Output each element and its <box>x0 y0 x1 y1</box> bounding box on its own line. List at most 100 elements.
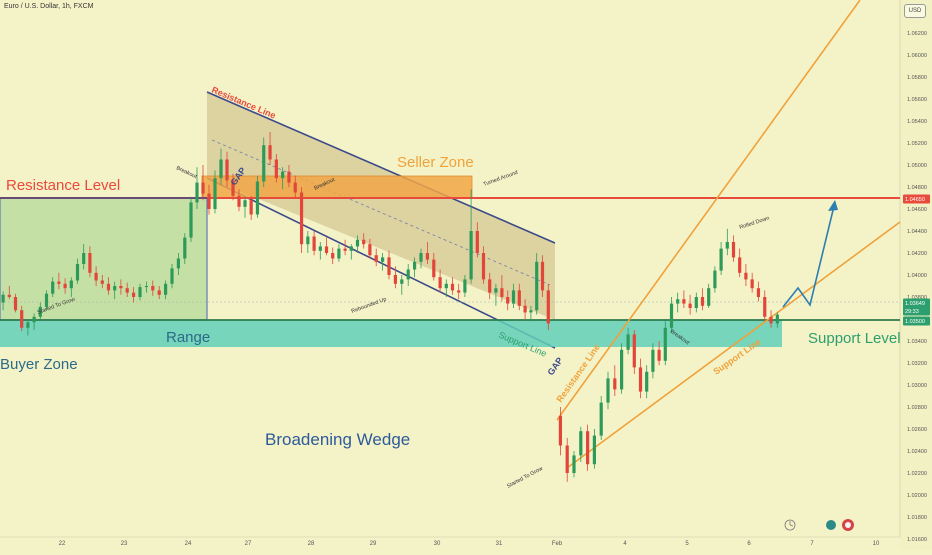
time-tick-2: 24 <box>185 541 192 547</box>
candle-75 <box>469 189 473 284</box>
price-tick-1: 1.06000 <box>907 53 927 59</box>
seller-zone <box>201 175 473 199</box>
candle-18 <box>113 281 117 300</box>
price-tag-3: 1.03500 <box>903 316 930 326</box>
candle-98 <box>620 343 624 394</box>
candle-40 <box>249 195 253 220</box>
candle-121 <box>763 290 767 322</box>
price-tick-20: 1.02200 <box>907 471 927 477</box>
time-tick-13: 10 <box>873 541 880 547</box>
label-seller-zone: Seller Zone <box>397 154 474 171</box>
candle-106 <box>669 297 674 333</box>
time-tick-11: 6 <box>747 541 751 547</box>
price-tick-7: 1.04800 <box>907 185 927 191</box>
time-tick-7: 31 <box>496 541 503 547</box>
price-tick-22: 1.01800 <box>907 515 927 521</box>
candle-89 <box>558 407 562 456</box>
candle-49 <box>306 231 310 253</box>
time-tick-6: 30 <box>434 541 441 547</box>
candle-25 <box>157 286 161 300</box>
price-tick-6: 1.05000 <box>907 163 927 169</box>
price-tick-21: 1.02000 <box>907 493 927 499</box>
candle-44 <box>274 154 278 183</box>
time-tick-1: 23 <box>121 541 128 547</box>
price-tick-23: 1.01600 <box>907 537 927 543</box>
candle-111 <box>700 288 705 311</box>
label-buyer-zone: Buyer Zone <box>0 356 78 373</box>
price-tags: 1.04650 1.03649 29:33 1.03500 <box>903 194 930 326</box>
candle-69 <box>432 253 436 281</box>
candle-27 <box>170 264 174 289</box>
candle-29 <box>183 233 187 264</box>
time-tick-9: 4 <box>623 541 627 547</box>
candle-112 <box>707 283 711 308</box>
candle-107 <box>676 292 680 313</box>
candle-13 <box>82 244 86 270</box>
descending-channel <box>207 92 555 320</box>
candle-83 <box>517 283 521 311</box>
candle-103 <box>651 343 655 379</box>
candle-2 <box>13 293 18 313</box>
channel-resistance-line <box>206 91 556 244</box>
candle-59 <box>368 238 372 259</box>
price-tick-2: 1.05800 <box>907 75 927 81</box>
candle-77 <box>481 246 486 284</box>
candle-102 <box>645 365 649 399</box>
flag-icon[interactable] <box>842 519 854 531</box>
price-tick-3: 1.05600 <box>907 97 927 103</box>
candle-94 <box>592 429 596 469</box>
candle-66 <box>413 257 417 278</box>
candle-79 <box>494 283 498 306</box>
label-broadening-wedge: Broadening Wedge <box>265 430 410 449</box>
candle-23 <box>144 281 148 293</box>
candle-34 <box>213 170 217 214</box>
candle-19 <box>119 279 123 295</box>
candle-42 <box>262 137 266 187</box>
candle-60 <box>374 248 378 267</box>
candle-80 <box>500 275 504 302</box>
candle-113 <box>713 266 717 293</box>
candle-52 <box>324 237 329 256</box>
candle-5 <box>32 313 36 330</box>
candle-74 <box>463 275 467 297</box>
candle-90 <box>565 437 569 482</box>
candle-114 <box>719 242 723 275</box>
candle-118 <box>744 264 748 286</box>
candle-120 <box>756 281 761 302</box>
candle-39 <box>243 198 247 218</box>
candle-1 <box>7 286 11 300</box>
price-tick-8: 1.04600 <box>907 207 927 213</box>
candle-22 <box>138 283 142 301</box>
wedge-support-line <box>566 221 901 469</box>
projection-arrow <box>782 201 836 308</box>
candle-105 <box>663 321 667 366</box>
price-tick-4: 1.05400 <box>907 119 927 125</box>
candle-32 <box>201 165 205 201</box>
candle-31 <box>195 167 199 209</box>
price-tick-11: 1.04000 <box>907 273 927 279</box>
candle-30 <box>189 198 193 242</box>
candle-86 <box>535 253 539 315</box>
buyer-zone <box>0 320 782 347</box>
candles <box>1 132 779 482</box>
price-tick-9: 1.04400 <box>907 229 927 235</box>
event-marker-icon[interactable] <box>826 520 836 530</box>
candle-56 <box>349 244 353 260</box>
candle-117 <box>738 248 742 278</box>
candle-36 <box>225 151 229 187</box>
candle-24 <box>151 280 155 296</box>
currency-badge[interactable]: USD <box>904 4 926 18</box>
price-tick-16: 1.03000 <box>907 383 927 389</box>
price-tick-18: 1.02600 <box>907 427 927 433</box>
candle-109 <box>688 294 692 315</box>
candle-46 <box>287 165 291 187</box>
clock-icon[interactable] <box>784 519 796 531</box>
price-tag-text-3: 1.03500 <box>905 319 925 325</box>
candle-81 <box>506 290 510 311</box>
candle-85 <box>529 305 533 322</box>
candle-43 <box>268 132 272 165</box>
candle-115 <box>725 228 729 256</box>
candle-70 <box>438 269 442 293</box>
candle-119 <box>750 272 754 293</box>
